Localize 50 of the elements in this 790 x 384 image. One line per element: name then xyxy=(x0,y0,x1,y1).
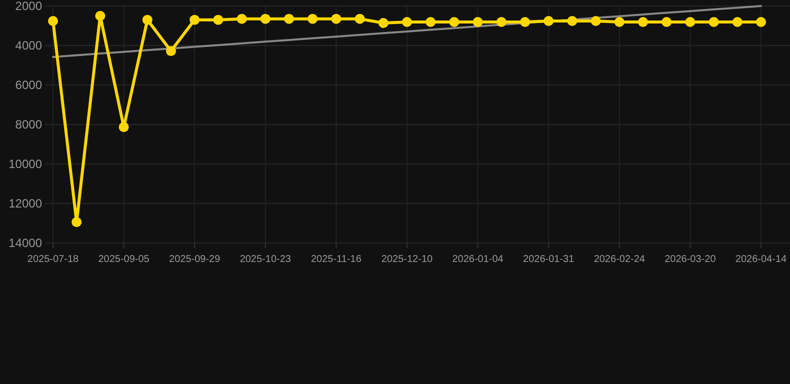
x-tick-label: 2025-10-23 xyxy=(240,254,292,265)
point xyxy=(72,217,82,228)
y-tick-label: 8000 xyxy=(15,118,42,132)
x-tick-label: 2026-04-14 xyxy=(735,254,788,265)
point xyxy=(48,16,58,26)
y-tick-label: 2000 xyxy=(15,0,42,14)
line-series xyxy=(52,5,762,58)
point xyxy=(590,16,601,26)
point xyxy=(449,16,460,27)
point xyxy=(756,16,766,27)
point xyxy=(520,16,530,27)
point xyxy=(426,16,436,27)
point xyxy=(95,10,106,21)
y-tick-label: 12000 xyxy=(8,196,42,211)
point xyxy=(708,16,719,27)
x-tick-label: 2025-11-16 xyxy=(310,254,362,265)
point xyxy=(308,14,318,24)
point xyxy=(402,16,412,27)
point xyxy=(496,16,506,27)
point xyxy=(638,16,648,27)
y-tick-label: 6000 xyxy=(15,78,42,92)
point xyxy=(614,16,624,27)
point xyxy=(260,14,270,24)
point xyxy=(213,14,224,25)
point xyxy=(236,14,247,24)
point xyxy=(732,16,742,27)
point xyxy=(472,16,483,27)
x-tick-label: 2026-02-24 xyxy=(594,254,646,265)
y-tick-label: 14000 xyxy=(8,236,42,250)
x-tick-label: 2026-01-04 xyxy=(452,254,504,265)
y-tick-label: 4000 xyxy=(15,38,42,53)
point xyxy=(662,16,672,27)
point xyxy=(166,46,176,56)
point xyxy=(544,16,554,26)
point xyxy=(685,16,696,27)
point xyxy=(190,14,200,25)
x-tick-label: 2026-03-20 xyxy=(664,254,716,265)
x-tick-label: 2025-07-18 xyxy=(27,254,80,265)
point xyxy=(284,14,294,24)
point xyxy=(142,14,152,25)
point xyxy=(378,18,388,28)
point xyxy=(567,16,578,26)
x-tick-label: 2025-09-29 xyxy=(169,254,221,265)
point xyxy=(118,122,129,132)
y-tick-label: 10000 xyxy=(8,157,42,172)
x-tick-label: 2026-01-31 xyxy=(523,254,575,265)
point xyxy=(354,14,365,24)
x-tick-label: 2025-12-10 xyxy=(381,254,434,265)
point xyxy=(331,14,342,24)
x-tick-label: 2025-09-05 xyxy=(98,254,150,265)
